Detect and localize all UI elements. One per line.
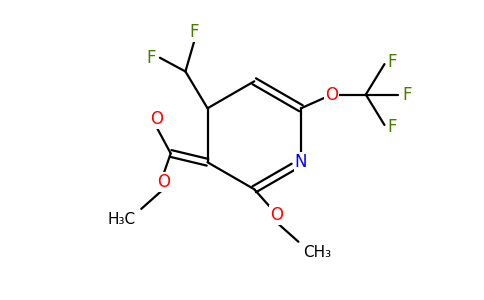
Text: O: O: [270, 206, 283, 224]
Text: O: O: [325, 85, 338, 103]
Text: O: O: [151, 110, 164, 128]
Text: O: O: [157, 173, 170, 191]
Text: F: F: [387, 53, 396, 71]
Text: F: F: [403, 85, 412, 103]
Text: N: N: [295, 153, 307, 171]
Text: F: F: [387, 118, 396, 136]
Text: CH₃: CH₃: [303, 245, 332, 260]
Text: F: F: [190, 23, 199, 41]
Text: H₃C: H₃C: [107, 212, 136, 227]
Text: F: F: [146, 49, 156, 67]
